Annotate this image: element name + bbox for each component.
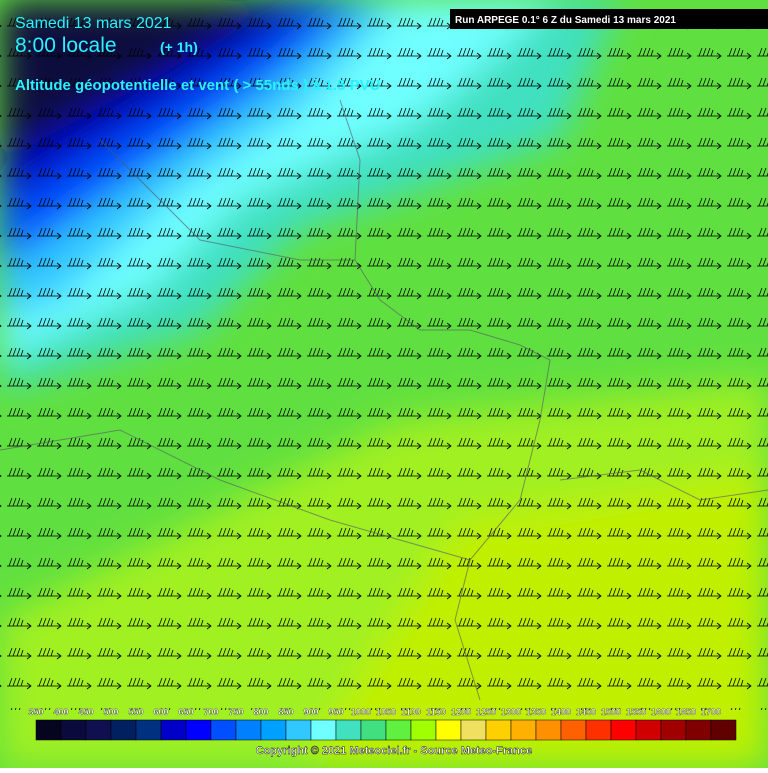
legend-label: 450: [78, 707, 93, 717]
legend-swatch: [335, 719, 362, 741]
legend-label: 1100: [401, 707, 421, 717]
legend-label: 800: [253, 707, 268, 717]
legend-label: 750: [228, 707, 243, 717]
legend-label: 1450: [576, 707, 596, 717]
legend-label: 550: [128, 707, 143, 717]
legend-label: 1050: [376, 707, 396, 717]
subtitle: Altitude géopotentielle et vent ( > 55nd…: [15, 77, 381, 94]
legend-label: 850: [278, 707, 293, 717]
legend-label: 1550: [626, 707, 646, 717]
legend-swatch: [710, 719, 737, 741]
legend-swatch: [635, 719, 662, 741]
legend-label: 400: [53, 707, 68, 717]
legend-swatch: [585, 719, 612, 741]
legend: 350 400 450 500 550 600 650 700 750 800 850 900 950 1…: [28, 707, 737, 741]
legend-swatch: [510, 719, 537, 741]
legend-label: 700: [203, 707, 218, 717]
date: Samedi 13 mars 2021: [15, 15, 172, 32]
legend-swatch: [185, 719, 212, 741]
legend-label: 500: [103, 707, 118, 717]
legend-label: 950: [328, 707, 343, 717]
legend-label: 650: [178, 707, 193, 717]
legend-swatch: [160, 719, 187, 741]
legend-label: 1700: [701, 707, 721, 717]
legend-swatch: [85, 719, 112, 741]
legend-swatch: [260, 719, 287, 741]
run-label: Run ARPEGE 0.1° 6 Z du Samedi 13 mars 20…: [455, 15, 676, 26]
legend-swatch: [360, 719, 387, 741]
legend-label: 1150: [426, 707, 446, 717]
legend-label: 1300: [501, 707, 521, 717]
legend-swatch: [535, 719, 562, 741]
legend-swatch: [435, 719, 462, 741]
legend-swatch: [410, 719, 437, 741]
legend-swatch: [235, 719, 262, 741]
legend-label: 900: [303, 707, 318, 717]
legend-label: 600: [153, 707, 168, 717]
legend-swatch: [210, 719, 237, 741]
copyright: Copyright © 2021 Meteociel.fr - Source M…: [256, 745, 532, 757]
legend-swatch: [485, 719, 512, 741]
time: 8:00 locale: [15, 34, 117, 57]
legend-swatch: [60, 719, 87, 741]
legend-label: 1000: [351, 707, 371, 717]
legend-label: 1250: [476, 707, 496, 717]
legend-label: 350: [28, 707, 43, 717]
run-banner: [450, 9, 768, 29]
legend-swatch: [385, 719, 412, 741]
legend-label: 1350: [526, 707, 546, 717]
legend-label: 1650: [676, 707, 696, 717]
legend-swatch: [610, 719, 637, 741]
offset: (+ 1h): [160, 39, 198, 55]
legend-swatch: [285, 719, 312, 741]
legend-swatch: [660, 719, 687, 741]
legend-label: 1400: [551, 707, 571, 717]
legend-swatch: [685, 719, 712, 741]
legend-label: 1600: [651, 707, 671, 717]
legend-label: 1200: [451, 707, 471, 717]
legend-swatch: [110, 719, 137, 741]
legend-swatch: [35, 719, 62, 741]
legend-label: 1500: [601, 707, 621, 717]
legend-swatch: [560, 719, 587, 741]
legend-swatch: [310, 719, 337, 741]
legend-swatch: [135, 719, 162, 741]
legend-swatch: [460, 719, 487, 741]
